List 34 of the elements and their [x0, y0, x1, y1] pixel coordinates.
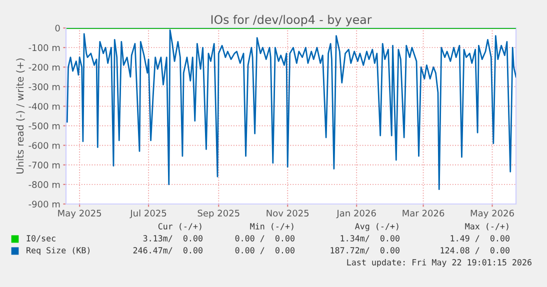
- legend-label: Req Size (KB): [26, 246, 90, 256]
- x-tick-label: Sep 2025: [198, 210, 240, 218]
- text: Min (-/+): [250, 222, 294, 230]
- y-tick-label: -900 m: [28, 200, 60, 208]
- y-tick-label: -700 m: [28, 162, 60, 168]
- text: 0.00 / 0.00: [235, 235, 294, 242]
- y-tick-label: -800 m: [28, 181, 60, 188]
- y-axis-title: Units read (-) / write (+): [16, 58, 25, 174]
- y-tick-label: -300 m: [28, 83, 60, 90]
- y-tick-label: 0: [55, 24, 60, 32]
- y-tick-label: -100 m: [28, 44, 60, 52]
- x-tick-label: May 2026: [470, 210, 514, 218]
- y-tick-label: -600 m: [28, 142, 60, 149]
- x-tick-label: Jul 2025: [130, 210, 166, 218]
- text: Avg (-/+): [355, 222, 398, 232]
- x-tick-label: May 2025: [58, 210, 102, 218]
- y-tick-label: -500 m: [28, 122, 60, 130]
- legend-label: I0/sec: [26, 235, 56, 242]
- chart-title: IOs for /dev/loop4 - by year: [211, 14, 372, 26]
- x-tick-label: Mar 2026: [402, 210, 444, 217]
- text: 124.08 / 0.00: [440, 247, 510, 254]
- text: Cur (-/+): [158, 223, 202, 230]
- text: 1.34m/ 0.00: [340, 235, 400, 242]
- text: 3.13m/ 0.00: [143, 235, 202, 242]
- y-tick-label: -400 m: [28, 102, 60, 110]
- text: 246.47m/ 0.00: [133, 247, 202, 254]
- text: Last update: Fri May 22 19:01:15 2026: [347, 258, 532, 268]
- text: 1.49 / 0.00: [450, 235, 510, 242]
- text: 187.72m/ 0.00: [330, 247, 400, 254]
- text: Max (-/+): [465, 223, 508, 230]
- x-tick-label: Jan 2026: [336, 210, 376, 218]
- y-tick-label: -200 m: [28, 64, 60, 71]
- text: 0.00 / 0.00: [235, 247, 294, 254]
- x-tick-label: Nov 2025: [266, 210, 309, 217]
